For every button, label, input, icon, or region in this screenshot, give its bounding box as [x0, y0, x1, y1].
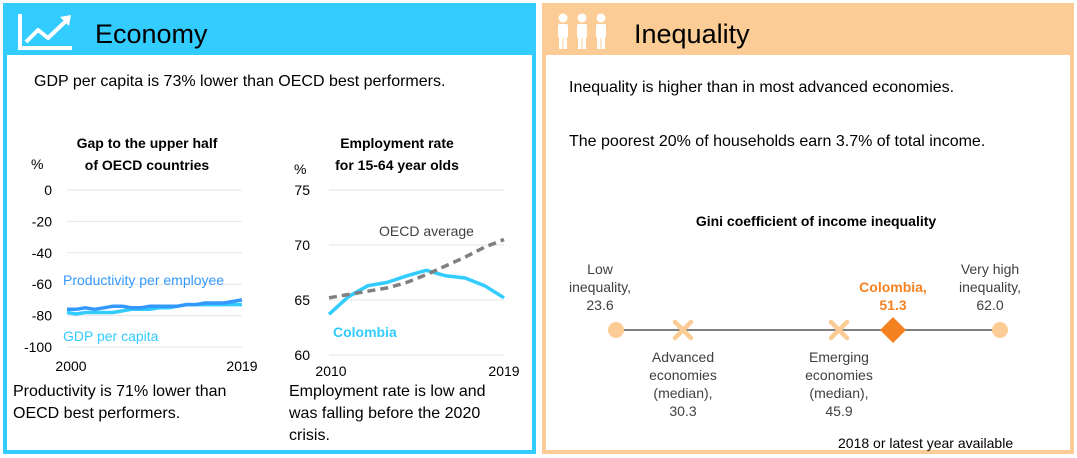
gini-point-label: Low	[587, 261, 614, 277]
gini-point-label: 45.9	[825, 403, 852, 419]
employment-x-tick: 2019	[488, 363, 519, 379]
gap-y-tick: -60	[32, 276, 52, 292]
gini-point-label: inequality,	[569, 279, 631, 295]
gini-chart: Low inequality, 23.6 Advanced economies (medi…	[569, 261, 1021, 419]
economy-footer-left: Productivity is 71% lower than OECD best…	[13, 381, 226, 425]
gap-chart-title: Gap to the upper half of OECD countries	[47, 132, 247, 176]
inequality-line-2: The poorest 20% of households earn 3.7% …	[569, 133, 986, 150]
gini-point-label: economies	[649, 367, 717, 383]
employment-y-tick: 65	[294, 292, 310, 308]
gini-endpoint-marker	[992, 322, 1008, 338]
colombia-series-label: Colombia	[333, 324, 397, 340]
economy-header: Economy	[7, 7, 532, 55]
gini-point-label: Emerging	[809, 349, 869, 365]
footer-line: Productivity is 71% lower than	[13, 383, 227, 400]
gap-y-tick: -40	[32, 245, 52, 261]
inequality-header: Inequality	[546, 7, 1070, 55]
gap-y-tick: 0	[44, 182, 52, 198]
employment-chart-title-line: Employment rate	[340, 135, 454, 151]
employment-chart: % 75 70 65 60 2010 2019 OECD average Colombia	[294, 161, 520, 379]
employment-y-unit: %	[294, 161, 306, 177]
oecd-series-label: OECD average	[379, 223, 474, 239]
people-icon	[558, 13, 606, 49]
gap-y-tick: -20	[32, 213, 52, 229]
gap-y-tick: -100	[24, 339, 52, 355]
trend-up-chart-icon	[18, 14, 72, 50]
inequality-panel: Inequality Inequality is higher than in …	[542, 3, 1074, 454]
gap-y-unit: %	[31, 156, 43, 172]
gap-x-tick: 2000	[55, 358, 86, 374]
gini-point-label: Colombia,	[859, 279, 927, 295]
employment-chart-title: Employment rate for 15-64 year olds	[297, 132, 497, 176]
employment-x-tick: 2010	[315, 363, 346, 379]
gap-chart-title-line: of OECD countries	[84, 157, 210, 173]
inequality-title: Inequality	[634, 19, 750, 49]
gini-point-label: 62.0	[976, 297, 1003, 313]
oecd-series-line	[328, 237, 505, 300]
inequality-line-1: Inequality is higher than in most advanc…	[569, 79, 955, 96]
gini-point-label: economies	[805, 367, 873, 383]
gini-point-label: Very high	[961, 261, 1019, 277]
employment-y-tick: 75	[294, 182, 310, 198]
gini-point-label: (median),	[653, 385, 712, 401]
gap-x-tick: 2019	[226, 358, 257, 374]
productivity-series-line	[67, 298, 243, 312]
economy-panel: Economy GDP per capita is 73% lower than…	[3, 3, 536, 454]
gap-chart-title-line: Gap to the upper half	[76, 135, 218, 151]
gini-endpoint-marker	[608, 322, 624, 338]
economy-footer-right: Employment rate is low and was falling b…	[289, 381, 486, 447]
gini-point-label: 23.6	[586, 297, 613, 313]
gini-chart-title: Gini coefficient of income inequality	[695, 213, 937, 229]
inequality-footnote: 2018 or latest year available	[838, 435, 1014, 451]
gini-colombia-marker	[880, 317, 906, 343]
productivity-series-label: Productivity per employee	[63, 272, 224, 288]
gini-point-label: 30.3	[669, 403, 696, 419]
gini-point-label: Advanced	[652, 349, 714, 365]
footer-line: OECD best performers.	[13, 405, 181, 422]
gini-median-marker	[828, 319, 850, 341]
footer-line: Employment rate is low and	[289, 383, 486, 400]
gdp-series-label: GDP per capita	[63, 328, 159, 344]
gini-point-label: 51.3	[879, 297, 906, 313]
footer-line: was falling before the 2020	[289, 405, 481, 422]
employment-y-tick: 60	[294, 347, 310, 363]
gap-y-tick: -80	[32, 308, 52, 324]
economy-headline: GDP per capita is 73% lower than OECD be…	[34, 73, 446, 90]
employment-y-tick: 70	[294, 237, 310, 253]
economy-title: Economy	[95, 19, 208, 49]
gini-median-marker	[672, 319, 694, 341]
employment-chart-title-line: for 15-64 year olds	[335, 157, 459, 173]
footer-line: crisis.	[289, 427, 330, 444]
gini-point-label: (median),	[809, 385, 868, 401]
gini-point-label: inequality,	[959, 279, 1021, 295]
